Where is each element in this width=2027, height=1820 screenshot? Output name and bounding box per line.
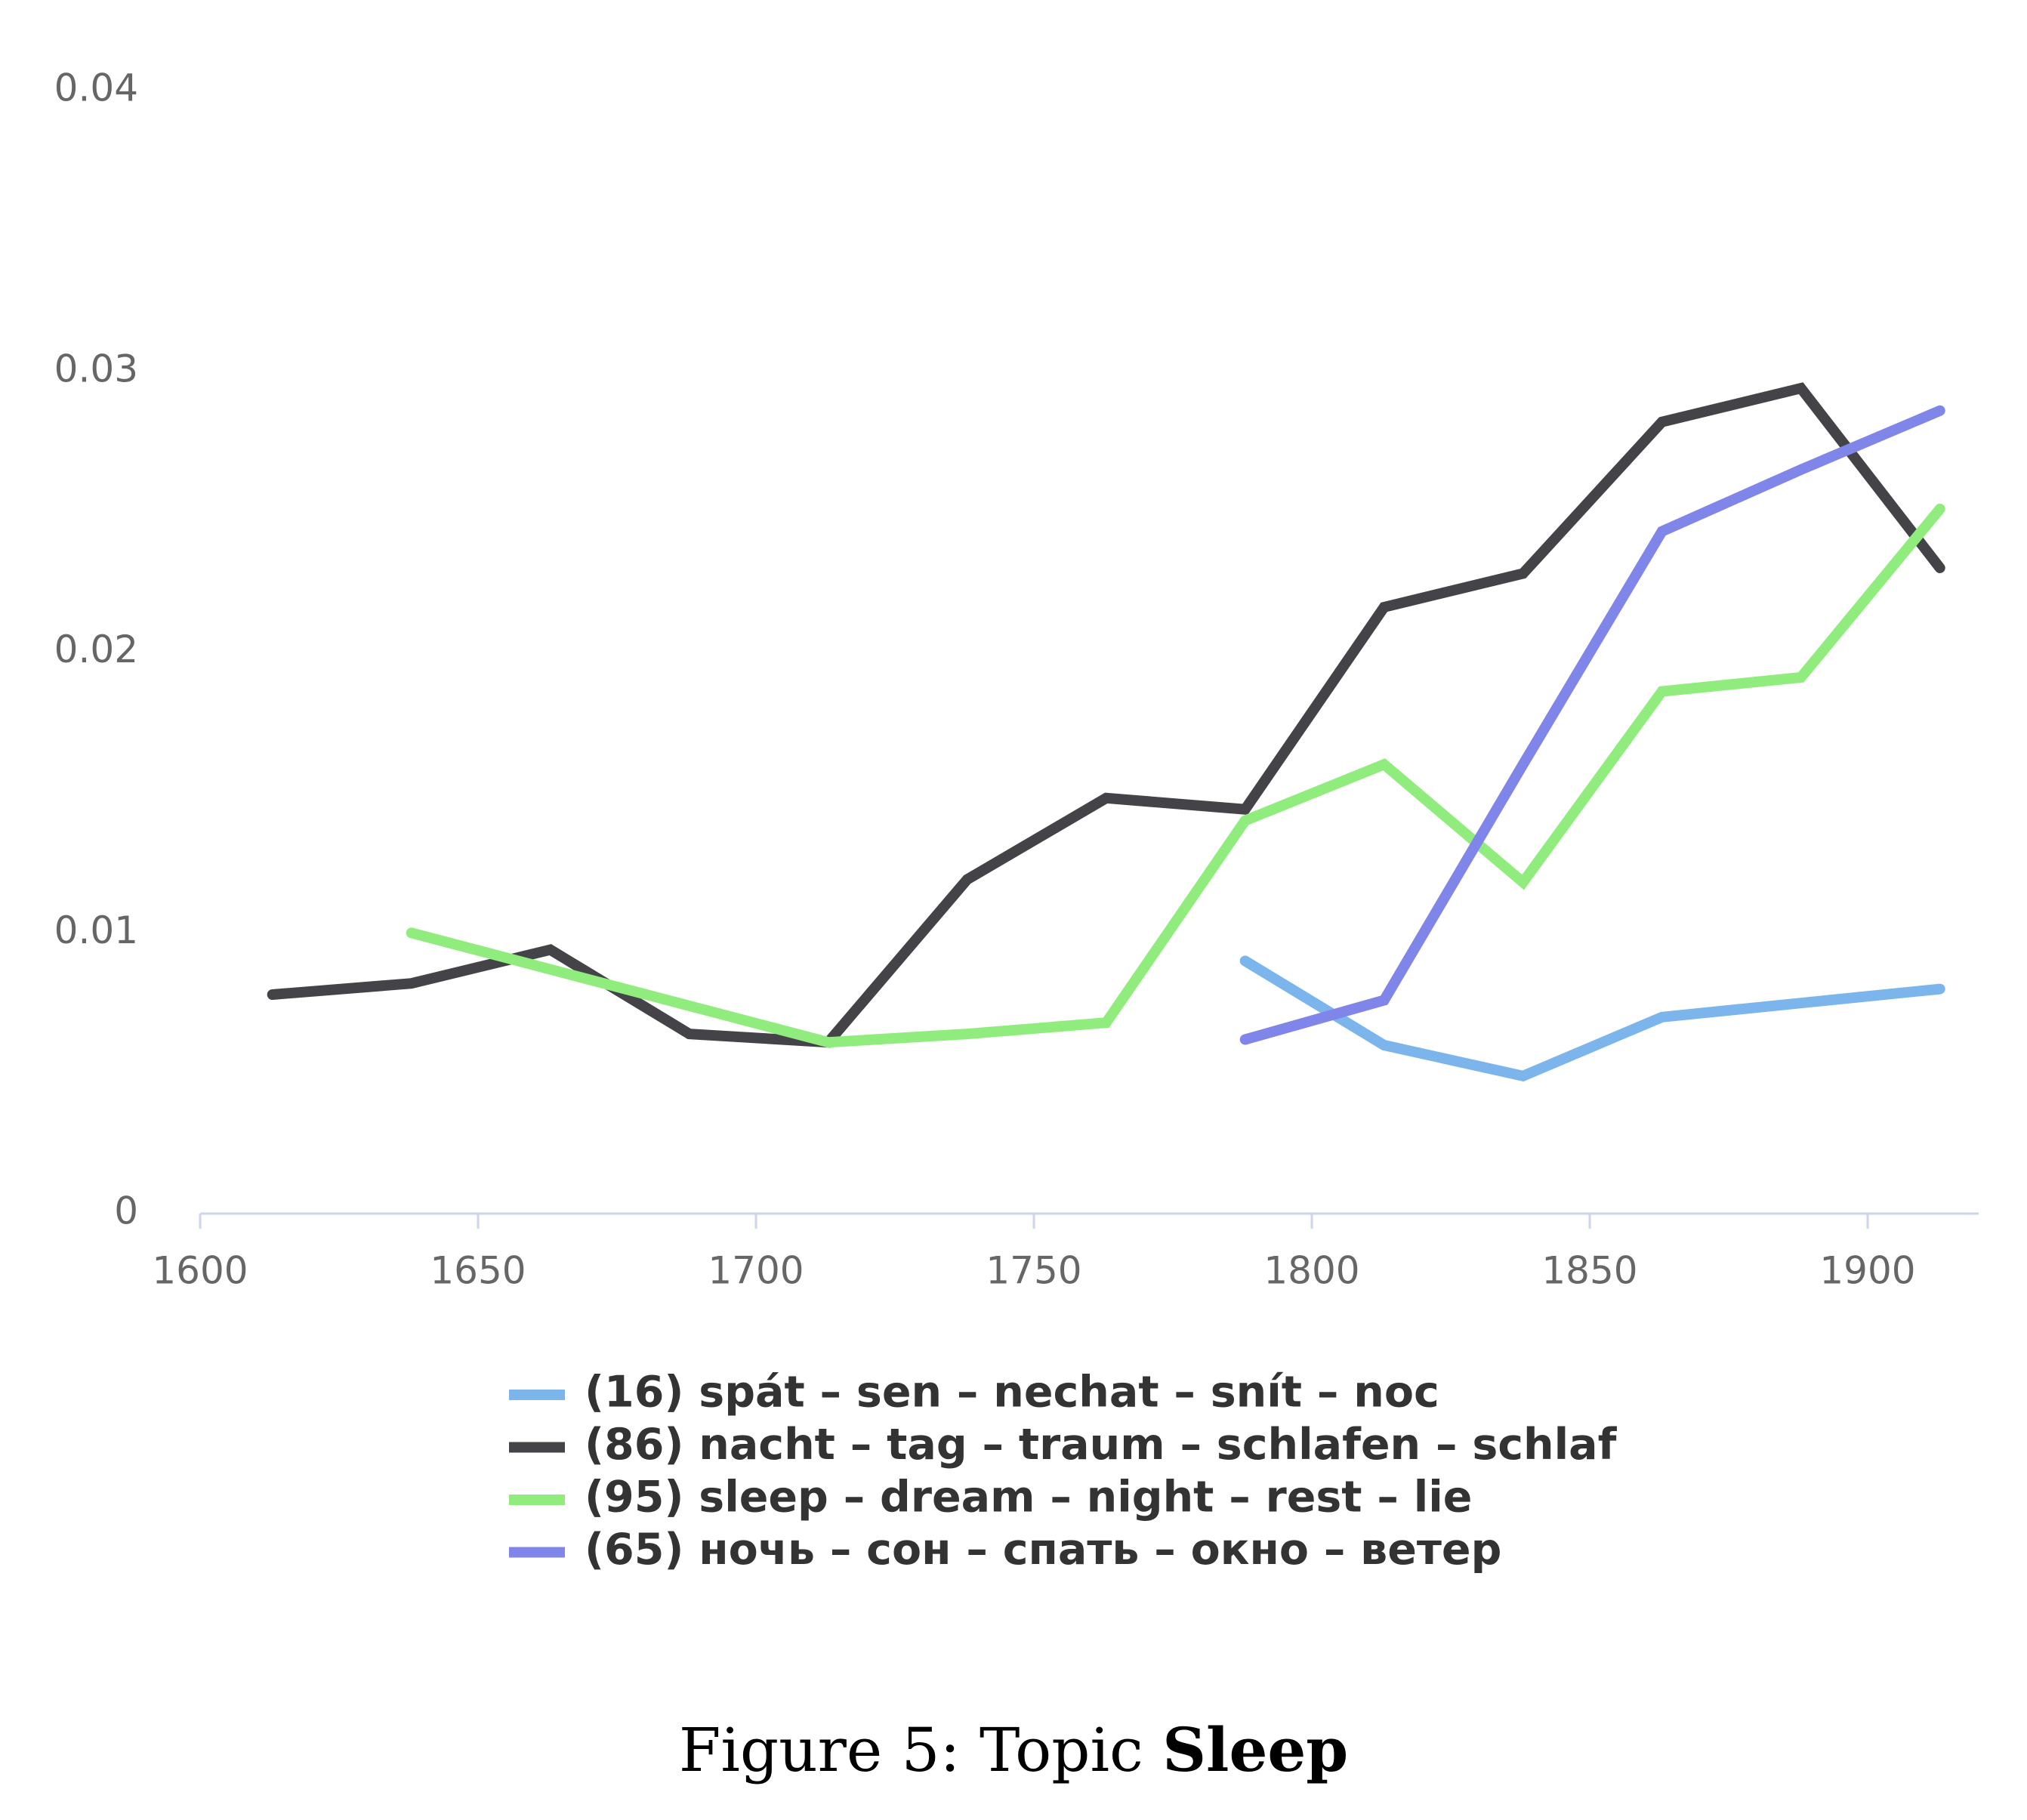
legend-item-label[interactable]: (95) sleep – dream – night – rest – lie [585, 1473, 1472, 1522]
caption-topic: Sleep [1162, 1714, 1349, 1785]
series-line-0 [1239, 955, 1945, 1082]
series-line-3 [1239, 405, 1945, 1045]
y-tick-label: 0 [114, 1189, 138, 1233]
legend: (16) spát – sen – nechat – snít – noc(86… [509, 1368, 1618, 1575]
x-tick-label: 1800 [1263, 1249, 1359, 1293]
x-tick-label: 1750 [986, 1249, 1081, 1293]
x-tick-label: 1700 [708, 1249, 804, 1293]
x-axis: 1600 1650 1700 1750 1800 1850 1900 [152, 1212, 1979, 1293]
legend-item-label[interactable]: (16) spát – sen – nechat – snít – noc [585, 1368, 1439, 1417]
y-tick-label: 0.03 [54, 347, 138, 390]
figure-caption: Figure 5: Topic Sleep [0, 1714, 2027, 1785]
series-line-1 [267, 382, 1945, 1048]
x-tick-label: 1900 [1819, 1249, 1915, 1293]
caption-prefix: Figure 5: Topic [678, 1715, 1163, 1785]
series-line-2 [406, 503, 1945, 1048]
x-tick-label: 1600 [152, 1249, 248, 1293]
x-tick-label: 1850 [1541, 1249, 1637, 1293]
x-tick-label: 1650 [430, 1249, 526, 1293]
y-tick-label: 0.02 [54, 628, 138, 671]
y-tick-label: 0.04 [54, 66, 138, 110]
y-axis: 0 0.01 0.02 0.03 0.04 [54, 66, 138, 1233]
line-chart: 0 0.01 0.02 0.03 0.04 1600 1650 1700 1750 1800 18… [54, 66, 1979, 1575]
legend-item-label[interactable]: (65) ночь – сон – спать – окно – ветер [585, 1525, 1501, 1575]
legend-item-label[interactable]: (86) nacht – tag – traum – schlafen – sc… [585, 1420, 1618, 1470]
series-lines [267, 382, 1945, 1082]
y-tick-label: 0.01 [54, 908, 138, 952]
